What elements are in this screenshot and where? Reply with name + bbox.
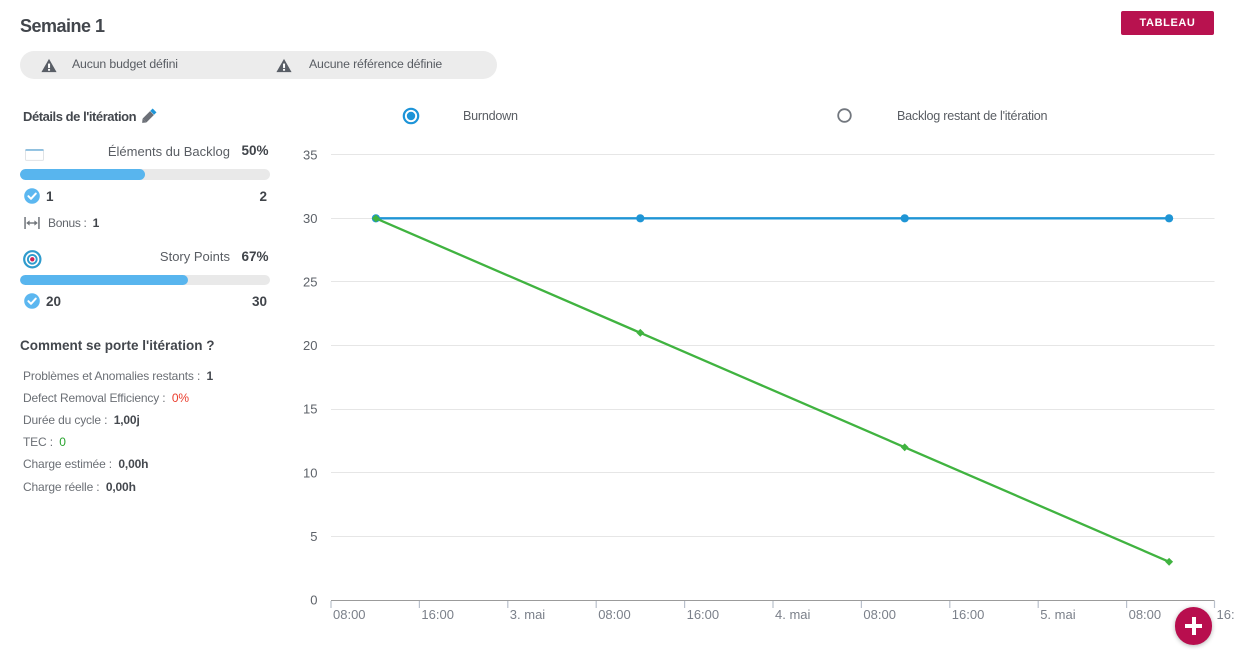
- svg-text:16:00: 16:00: [1217, 607, 1234, 622]
- svg-text:5: 5: [310, 529, 317, 544]
- svg-text:16:00: 16:00: [952, 607, 985, 622]
- svg-text:10: 10: [303, 465, 317, 480]
- svg-text:3. mai: 3. mai: [510, 607, 546, 622]
- svg-text:08:00: 08:00: [598, 607, 631, 622]
- svg-text:08:00: 08:00: [1129, 607, 1162, 622]
- svg-text:25: 25: [303, 275, 317, 290]
- svg-text:30: 30: [303, 211, 317, 226]
- svg-text:08:00: 08:00: [863, 607, 896, 622]
- svg-text:15: 15: [303, 402, 317, 417]
- svg-text:0: 0: [310, 593, 317, 608]
- svg-text:20: 20: [303, 338, 317, 353]
- svg-text:16:00: 16:00: [687, 607, 720, 622]
- svg-text:5. mai: 5. mai: [1040, 607, 1076, 622]
- svg-text:35: 35: [303, 147, 317, 162]
- svg-text:08:00: 08:00: [333, 607, 366, 622]
- svg-text:4. mai: 4. mai: [775, 607, 811, 622]
- svg-text:16:00: 16:00: [421, 607, 454, 622]
